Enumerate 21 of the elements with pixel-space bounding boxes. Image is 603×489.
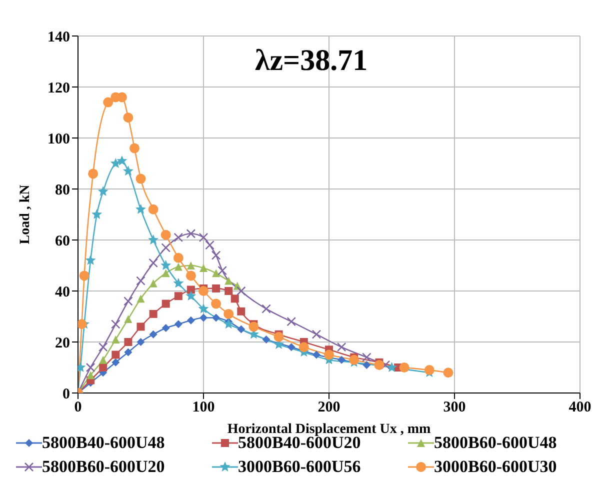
legend-label: 5800B60-600U48 — [434, 433, 557, 453]
legend-label: 5800B40-600U48 — [42, 433, 165, 453]
x-tick-label: 100 — [192, 400, 215, 416]
x-tick-label: 0 — [74, 400, 82, 416]
legend-label: 3000B60-600U56 — [238, 457, 361, 477]
y-tick-label: 20 — [55, 335, 70, 352]
y-axis-title: Load , kN — [18, 184, 33, 244]
y-tick-label: 40 — [55, 284, 70, 300]
y-tick-label: 80 — [55, 182, 70, 198]
y-tick-label: 60 — [55, 233, 70, 250]
annotation: λz=38.71 — [255, 44, 368, 78]
x-tick-label: 200 — [318, 400, 340, 416]
legend-label: 5800B60-600U20 — [42, 457, 165, 477]
y-tick-label: 120 — [48, 80, 70, 96]
x-axis-title: Horizontal Displacement Ux , mm — [227, 422, 432, 437]
y-tick-label: 0 — [62, 386, 70, 402]
legend-label: 3000B60-600U30 — [434, 457, 557, 477]
x-tick-label: 300 — [443, 400, 466, 416]
x-tick-label: 400 — [568, 400, 592, 416]
y-tick-label: 140 — [48, 29, 70, 46]
y-tick-label: 100 — [48, 131, 70, 148]
